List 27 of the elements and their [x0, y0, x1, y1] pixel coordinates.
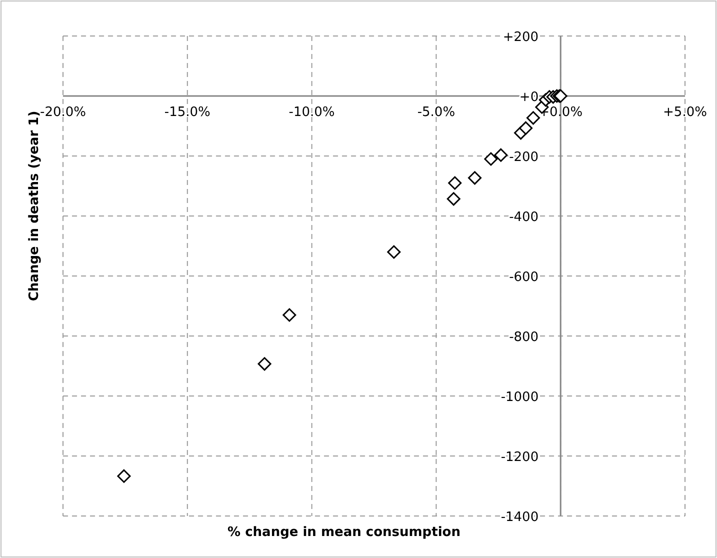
y-tick-label: -200 [509, 150, 539, 165]
point [484, 152, 498, 166]
x-tick-label: -15.0% [164, 105, 210, 120]
x-tick-label: +5.0% [663, 105, 707, 120]
x-tick-label: -5.0% [417, 105, 456, 120]
x-tick-label: -10.0% [288, 105, 335, 120]
y-tick-label: +0 [519, 90, 539, 105]
y-tick-label: +200 [502, 30, 539, 45]
point [519, 121, 533, 135]
y-tick-label: -1400 [500, 510, 539, 525]
point [282, 308, 296, 322]
point [526, 111, 540, 125]
x-tick-label: -20.0% [40, 105, 86, 120]
point [448, 176, 462, 190]
point [446, 192, 460, 206]
y-tick-label: -400 [509, 210, 539, 225]
y-tick-label: -1000 [500, 390, 539, 405]
x-axis-title: % change in mean consumption [228, 525, 460, 540]
point [494, 148, 508, 162]
point [387, 245, 401, 259]
y-axis-title: Change in deaths (year 1) [27, 110, 42, 302]
y-tick-label: -800 [509, 330, 539, 345]
point [117, 469, 131, 483]
point [468, 171, 482, 185]
y-tick-label: -600 [509, 270, 539, 285]
y-tick-label: -1200 [500, 450, 539, 465]
point [258, 357, 272, 371]
